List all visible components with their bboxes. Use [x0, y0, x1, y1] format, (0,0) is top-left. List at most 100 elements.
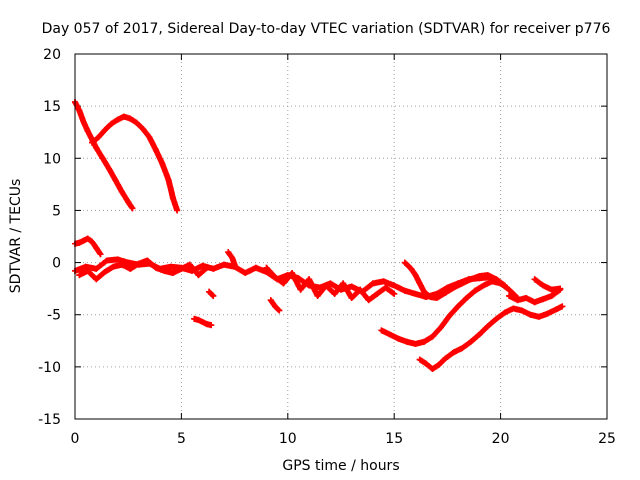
data-point	[159, 160, 166, 167]
data-point	[357, 286, 364, 293]
data-point	[369, 280, 376, 287]
data-point	[401, 259, 408, 266]
data-point	[450, 284, 457, 291]
data-point	[433, 295, 440, 302]
data-point	[208, 322, 215, 329]
data-point	[118, 261, 125, 268]
data-point	[84, 128, 91, 135]
y-tick-label: -15	[38, 412, 61, 428]
data-point	[401, 287, 408, 294]
data-point	[514, 297, 521, 304]
data-point	[82, 263, 89, 270]
data-point	[467, 276, 474, 283]
data-point	[506, 292, 513, 299]
data-point	[101, 268, 108, 275]
data-point	[89, 238, 96, 245]
y-tick-label: -5	[47, 308, 61, 324]
data-point	[146, 134, 153, 141]
x-axis-label: GPS time / hours	[282, 458, 399, 474]
data-point	[380, 278, 387, 285]
data-point	[93, 244, 100, 251]
data-point	[120, 113, 127, 120]
plot-frame	[74, 53, 608, 420]
data-point	[552, 306, 559, 313]
data-point	[252, 264, 259, 271]
series-band-mid-wiggle	[263, 264, 398, 304]
data-point	[101, 127, 108, 134]
data-point	[423, 360, 430, 367]
data-point	[331, 290, 338, 297]
data-point	[506, 286, 513, 293]
data-point	[435, 361, 442, 368]
series-markers	[206, 288, 217, 299]
y-tick-label: 15	[43, 99, 61, 115]
series-segment-7h	[225, 249, 238, 268]
data-point	[95, 134, 102, 141]
data-point	[480, 282, 487, 289]
data-point	[472, 287, 479, 294]
x-tick-label: 5	[177, 431, 186, 447]
x-tick-label: 25	[598, 431, 616, 447]
data-point	[412, 340, 419, 347]
data-point	[446, 312, 453, 319]
data-point	[467, 338, 474, 345]
data-point	[167, 263, 174, 270]
grid-layer	[75, 54, 607, 419]
data-point	[165, 177, 172, 184]
data-point	[327, 280, 334, 287]
data-point	[80, 118, 87, 125]
data-point	[186, 261, 193, 268]
data-point	[548, 286, 555, 293]
data-point	[174, 207, 181, 214]
data-point	[306, 276, 313, 283]
data-point	[484, 323, 491, 330]
data-point	[110, 263, 117, 270]
series-arc-lowest-rise	[416, 303, 566, 372]
data-point	[535, 313, 542, 320]
series-band-lower-wiggle	[76, 257, 210, 283]
data-point	[391, 290, 398, 297]
data-point	[125, 199, 132, 206]
data-point	[210, 265, 217, 272]
data-point	[99, 155, 106, 162]
data-point	[489, 278, 496, 285]
data-point	[231, 261, 238, 268]
data-point	[195, 316, 202, 323]
data-point	[129, 205, 136, 212]
data-point	[416, 356, 423, 363]
data-point	[510, 305, 517, 312]
data-point	[76, 272, 83, 279]
data-point	[263, 264, 270, 271]
data-point	[76, 107, 83, 114]
data-point	[297, 286, 304, 293]
data-point	[463, 295, 470, 302]
data-point	[267, 297, 274, 304]
data-point	[527, 311, 534, 318]
data-point	[135, 260, 142, 267]
series-arc-low-rise	[378, 278, 521, 347]
series-band-near-zero	[72, 256, 493, 300]
data-point	[540, 296, 547, 303]
data-point	[374, 290, 381, 297]
data-point	[169, 194, 176, 201]
data-point	[220, 261, 227, 268]
y-tick-label: -10	[38, 360, 61, 376]
y-tick-label: 5	[52, 203, 61, 219]
data-point	[442, 289, 449, 296]
data-point	[195, 272, 202, 279]
data-point	[476, 331, 483, 338]
data-point	[438, 324, 445, 331]
data-point	[272, 274, 279, 281]
data-point	[459, 345, 466, 352]
data-point	[178, 265, 185, 272]
data-point	[199, 262, 206, 269]
data-point	[84, 235, 91, 242]
data-point	[348, 295, 355, 302]
data-point	[450, 349, 457, 356]
data-point	[93, 276, 100, 283]
data-point	[403, 338, 410, 345]
series-arc-early-positive	[72, 235, 104, 258]
y-axis-label: SDTVAR / TECUs	[8, 179, 24, 294]
data-point	[191, 315, 198, 322]
data-point	[76, 239, 83, 246]
